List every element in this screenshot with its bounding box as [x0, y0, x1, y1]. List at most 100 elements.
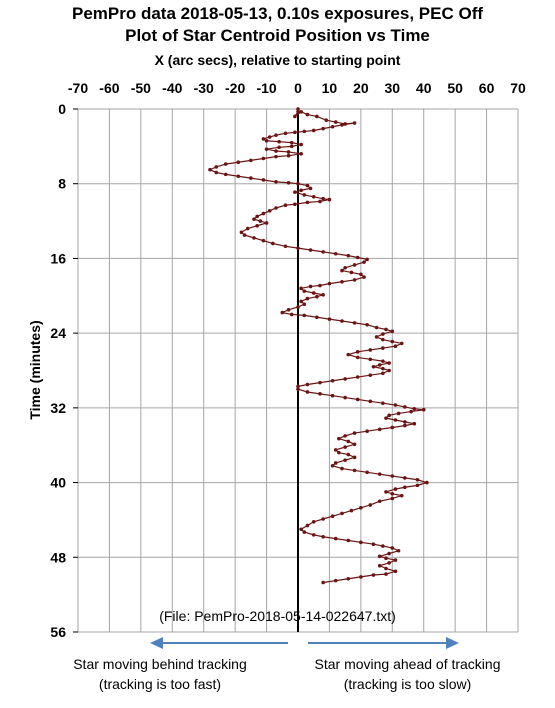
data-point: [293, 114, 297, 119]
data-point: [264, 138, 269, 143]
data-point: [340, 511, 344, 516]
data-point: [403, 423, 407, 428]
x-axis-label: X (arc secs), relative to starting point: [154, 52, 401, 68]
data-point: [293, 130, 297, 135]
data-point: [421, 407, 426, 412]
data-point: [321, 196, 325, 201]
data-point: [403, 420, 407, 424]
left-arrow-head: [150, 637, 163, 649]
data-point: [368, 373, 373, 377]
data-point: [387, 413, 391, 418]
data-point: [283, 131, 288, 136]
data-point: [327, 197, 332, 202]
data-point: [296, 387, 300, 391]
x-tick-label: -60: [99, 80, 119, 96]
data-point: [343, 265, 347, 270]
data-point: [368, 357, 373, 362]
direction-arrows: [150, 637, 459, 649]
data-point: [311, 128, 316, 133]
data-point: [355, 397, 360, 402]
data-point: [365, 429, 369, 434]
data-point: [352, 321, 357, 325]
plot-series: [208, 107, 429, 585]
data-point: [365, 322, 369, 327]
data-point: [343, 445, 347, 449]
data-point: [214, 165, 219, 169]
data-point: [359, 272, 363, 277]
data-point: [346, 576, 351, 581]
data-point: [352, 263, 357, 267]
data-point: [289, 144, 294, 149]
data-point: [286, 153, 291, 158]
data-point: [377, 472, 382, 476]
data-point: [412, 421, 417, 426]
data-point: [412, 406, 417, 411]
data-point: [333, 536, 338, 541]
data-point: [293, 190, 297, 194]
data-point: [377, 563, 382, 568]
data-point: [255, 223, 259, 228]
data-point: [289, 140, 294, 145]
data-point: [274, 180, 278, 184]
data-point: [302, 129, 307, 134]
data-point: [393, 558, 398, 562]
data-point: [390, 329, 395, 334]
data-point: [321, 250, 325, 254]
data-point: [381, 401, 385, 405]
data-point: [296, 384, 300, 389]
data-point: [267, 208, 272, 213]
data-point: [299, 299, 303, 304]
data-point: [239, 230, 244, 235]
data-point: [305, 390, 310, 394]
data-point: [289, 312, 294, 317]
x-tick-label: 30: [384, 80, 400, 96]
data-point: [381, 337, 385, 342]
data-point: [286, 180, 291, 185]
data-point: [355, 375, 360, 379]
data-point: [321, 580, 325, 585]
data-point: [346, 452, 351, 457]
data-point: [377, 554, 382, 559]
data-point: [343, 122, 347, 126]
data-point: [415, 477, 420, 482]
data-point: [305, 296, 310, 301]
y-tick-label: 16: [50, 250, 66, 266]
data-point: [293, 202, 297, 207]
data-point: [384, 556, 388, 561]
data-point: [359, 505, 363, 510]
data-point: [296, 107, 300, 111]
data-point: [299, 110, 303, 114]
data-point: [333, 251, 338, 256]
data-point: [352, 278, 357, 282]
data-point: [208, 167, 212, 172]
data-point: [396, 548, 401, 553]
data-point: [271, 241, 275, 246]
data-point: [324, 118, 329, 123]
data-point: [333, 461, 338, 465]
data-point: [381, 366, 385, 371]
data-point: [255, 214, 259, 219]
data-point: [381, 359, 385, 363]
x-tick-label: 40: [416, 80, 432, 96]
file-annotation: (File: PemPro-2018-05-14-022647.txt): [159, 608, 396, 624]
data-point: [321, 293, 325, 297]
data-point: [343, 395, 347, 400]
data-point: [396, 411, 401, 416]
data-point: [340, 268, 344, 273]
y-tick-label: 0: [58, 101, 66, 117]
data-point: [311, 533, 316, 537]
data-point: [311, 519, 316, 524]
grid-lines: [73, 108, 519, 633]
data-point: [321, 517, 325, 521]
data-point: [343, 434, 347, 438]
right-caption-line2: (tracking is too slow): [343, 676, 472, 692]
data-point: [274, 133, 278, 137]
data-point: [346, 538, 351, 543]
data-point: [236, 160, 241, 165]
data-point: [318, 283, 322, 288]
data-point: [308, 248, 313, 252]
data-point: [371, 542, 376, 547]
data-point: [274, 154, 278, 159]
data-point: [296, 181, 300, 186]
data-point: [343, 377, 347, 381]
